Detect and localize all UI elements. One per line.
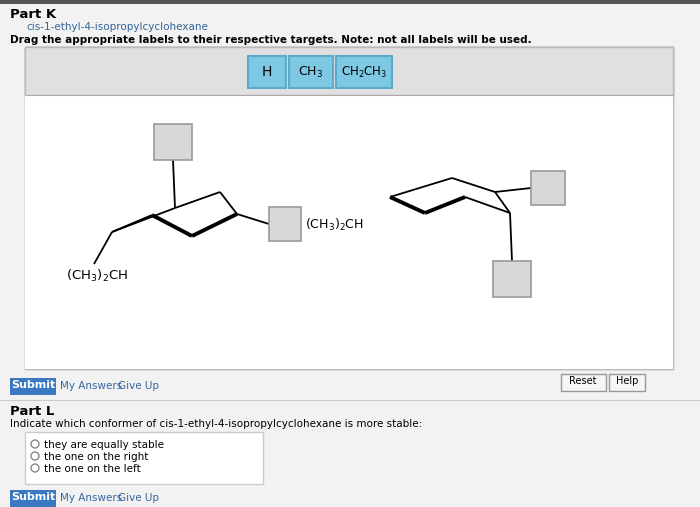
Circle shape [31,452,39,460]
Bar [248,56,286,88]
Text: Give Up: Give Up [118,493,159,503]
Bar [25,47,673,369]
Text: the one on the left: the one on the left [44,464,141,474]
Text: Part K: Part K [10,8,56,21]
Text: Reset: Reset [569,376,596,386]
Bar [25,95,673,369]
Text: cis-1-ethyl-4-isopropylcyclohexane: cis-1-ethyl-4-isopropylcyclohexane [26,22,208,32]
Text: My Answers: My Answers [60,493,122,503]
Text: Submit: Submit [11,380,55,390]
Bar [269,207,301,241]
Bar [609,374,645,391]
Bar [25,47,673,95]
Text: they are equally stable: they are equally stable [44,440,164,450]
Bar [531,171,565,205]
Bar [25,47,673,369]
Text: Help: Help [616,376,638,386]
Bar [10,378,56,395]
Bar [493,261,531,297]
Bar [0,0,700,4]
Bar [10,490,56,507]
Text: Give Up: Give Up [118,381,159,391]
Text: Drag the appropriate labels to their respective targets. Note: not all labels wi: Drag the appropriate labels to their res… [10,35,531,45]
Bar [154,124,192,160]
Bar [25,432,263,484]
Text: Submit: Submit [11,492,55,502]
Text: $\mathdefault{(CH_3)_2CH}$: $\mathdefault{(CH_3)_2CH}$ [305,217,364,233]
Text: Indicate which conformer of cis-1-ethyl-4-isopropylcyclohexane is more stable:: Indicate which conformer of cis-1-ethyl-… [10,419,422,429]
Text: the one on the right: the one on the right [44,452,148,462]
Circle shape [31,464,39,472]
Bar [26,96,672,368]
Text: $\mathdefault{CH_2CH_3}$: $\mathdefault{CH_2CH_3}$ [341,64,387,80]
Text: $\mathdefault{(CH_3)_2CH}$: $\mathdefault{(CH_3)_2CH}$ [66,268,128,284]
Circle shape [31,440,39,448]
Text: H: H [262,65,272,79]
Text: Part L: Part L [10,405,55,418]
Bar [25,47,673,96]
Bar [561,374,606,391]
Bar [289,56,333,88]
Bar [336,56,392,88]
Text: $\mathdefault{CH_3}$: $\mathdefault{CH_3}$ [298,64,323,80]
Text: My Answers: My Answers [60,381,122,391]
